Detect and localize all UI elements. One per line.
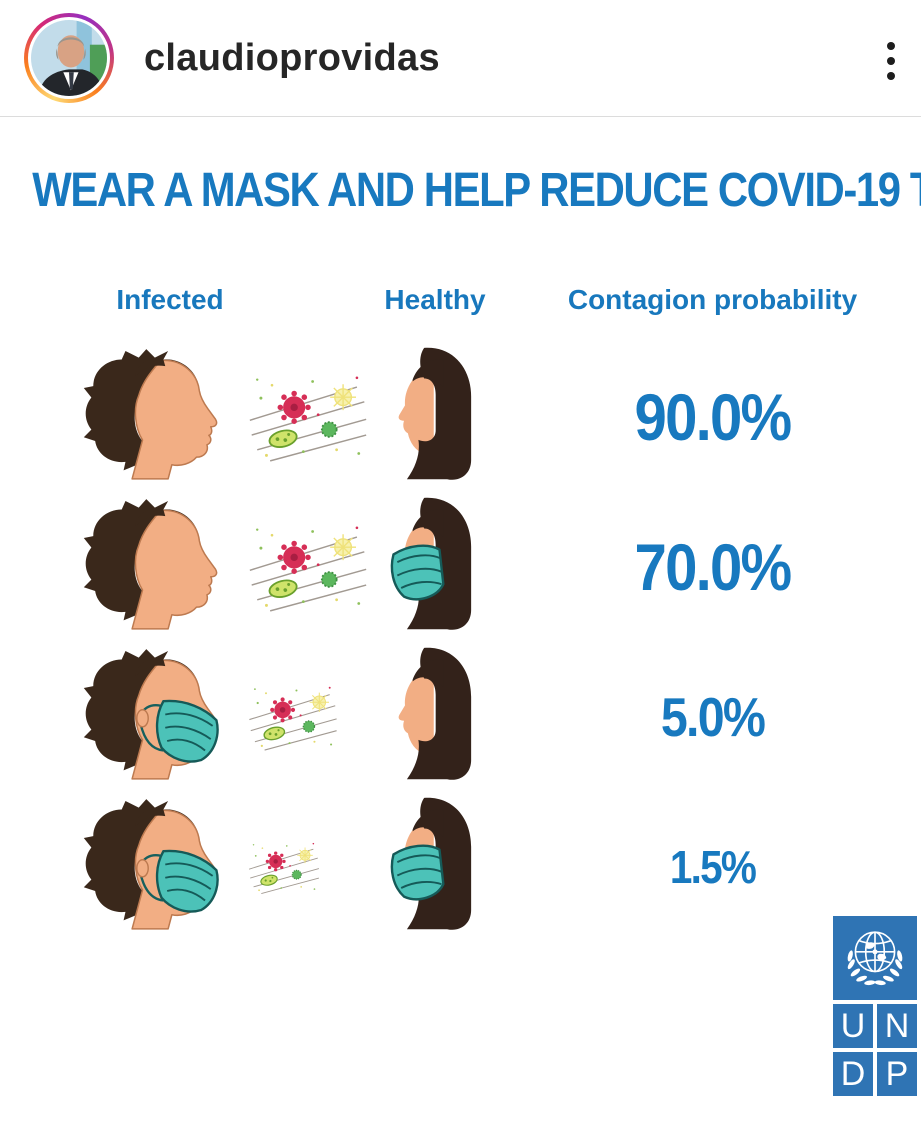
- infographic-title: WEAR A MASK AND HELP REDUCE COVID-19 TRA…: [32, 161, 921, 217]
- column-header-probability: Contagion probability: [567, 284, 858, 315]
- scenario-row-no-mask-no-mask: 90.0%: [0, 342, 921, 492]
- contagion-percent: 5.0%: [660, 686, 766, 748]
- kebab-menu-icon[interactable]: [883, 38, 899, 84]
- un-emblem-icon: [833, 916, 917, 1000]
- virus-particles-icon: [248, 364, 368, 471]
- scenario-row-mask-mask: 1.5%: [0, 792, 921, 942]
- contagion-percent: 70.0%: [634, 530, 793, 604]
- healthy-figure: [380, 795, 490, 939]
- dot: [887, 42, 895, 50]
- undp-letter-d: D: [833, 1052, 873, 1096]
- woman-head-illustration: [380, 495, 476, 634]
- post-header: claudioprovidas: [0, 0, 921, 117]
- undp-logo: U N D P: [833, 916, 917, 1096]
- scenario-row-no-mask-mask: 70.0%: [0, 492, 921, 642]
- column-spacer: [260, 284, 380, 316]
- woman-head-illustration: [380, 345, 476, 484]
- undp-letters: U N D P: [833, 1004, 917, 1096]
- man-head-illustration: [80, 648, 260, 781]
- man-head-illustration: [80, 498, 260, 631]
- virus-particles-icon: [248, 514, 368, 621]
- virus-particles-icon: [248, 835, 320, 899]
- scenario-row-mask-no-mask: 5.0%: [0, 642, 921, 792]
- infected-figure: [80, 798, 260, 936]
- contagion-percent: 90.0%: [634, 380, 793, 454]
- dot: [887, 57, 895, 65]
- post-image[interactable]: WEAR A MASK AND HELP REDUCE COVID-19 TRA…: [0, 161, 921, 1126]
- story-ring[interactable]: [24, 13, 114, 103]
- column-header-infected: Infected: [116, 284, 224, 315]
- infected-figure: [80, 648, 260, 786]
- virus-particles: [248, 364, 368, 471]
- woman-head-illustration: [380, 795, 476, 934]
- healthy-figure: [380, 345, 490, 489]
- undp-letter-n: N: [877, 1004, 917, 1048]
- undp-letter-p: P: [877, 1052, 917, 1096]
- man-head-illustration: [80, 348, 260, 481]
- virus-particles: [248, 664, 368, 771]
- healthy-figure: [380, 645, 490, 789]
- avatar-photo: [31, 20, 107, 96]
- woman-head-illustration: [380, 645, 476, 784]
- man-head-illustration: [80, 798, 260, 931]
- healthy-figure: [380, 495, 490, 639]
- scenario-rows: 90.0% 70.0%: [0, 342, 921, 942]
- avatar[interactable]: [28, 17, 110, 99]
- column-headers: Infected Healthy Contagion probability: [0, 284, 921, 316]
- dot: [887, 72, 895, 80]
- column-header-healthy: Healthy: [384, 284, 486, 315]
- virus-particles-icon: [248, 677, 338, 757]
- virus-particles: [248, 514, 368, 621]
- username[interactable]: claudioprovidas: [144, 36, 440, 79]
- undp-letter-u: U: [833, 1004, 873, 1048]
- virus-particles: [248, 814, 368, 921]
- contagion-percent: 1.5%: [669, 841, 757, 893]
- infected-figure: [80, 498, 260, 636]
- infected-figure: [80, 348, 260, 486]
